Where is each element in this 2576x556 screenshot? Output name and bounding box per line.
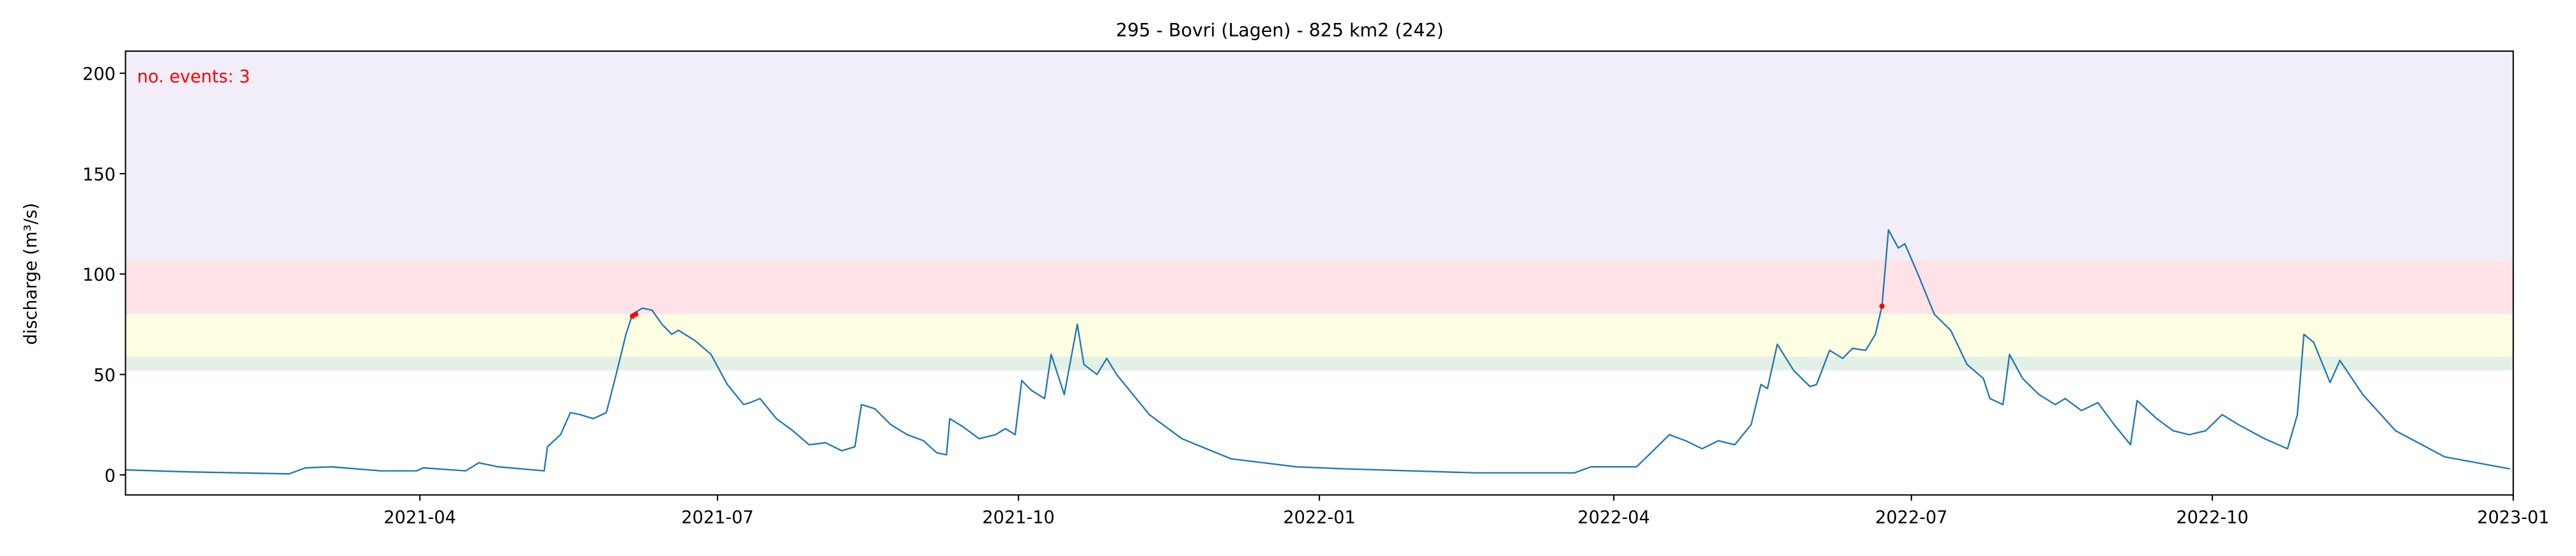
x-tick-label: 2021-10	[982, 507, 1054, 527]
event-point	[632, 312, 639, 317]
x-tick-label: 2021-07	[681, 507, 753, 527]
y-tick-label: 150	[82, 165, 116, 184]
event-point	[1879, 303, 1885, 309]
x-tick-label: 2022-07	[1875, 507, 1947, 527]
x-tick-label: 2022-04	[1577, 507, 1650, 527]
threshold-band	[125, 314, 2513, 357]
y-tick-label: 200	[82, 64, 116, 84]
y-tick-label: 100	[82, 266, 116, 285]
x-tick-label: 2021-04	[384, 507, 456, 527]
y-axis-label: discharge (m³/s)	[21, 203, 41, 345]
events-annotation: no. events: 3	[137, 67, 250, 87]
chart-title: 295 - Bovri (Lagen) - 825 km2 (242)	[1116, 20, 1443, 41]
threshold-band	[125, 356, 2513, 371]
threshold-band	[125, 51, 2513, 260]
x-tick-label: 2023-01	[2477, 507, 2549, 527]
plot-frame	[125, 50, 2514, 496]
x-tick-label: 2022-01	[1283, 507, 1355, 527]
discharge-line	[125, 229, 2510, 475]
x-tick-label: 2022-10	[2176, 507, 2248, 527]
y-tick-label: 0	[105, 466, 116, 486]
threshold-band	[125, 260, 2513, 315]
y-tick-label: 50	[93, 366, 116, 386]
